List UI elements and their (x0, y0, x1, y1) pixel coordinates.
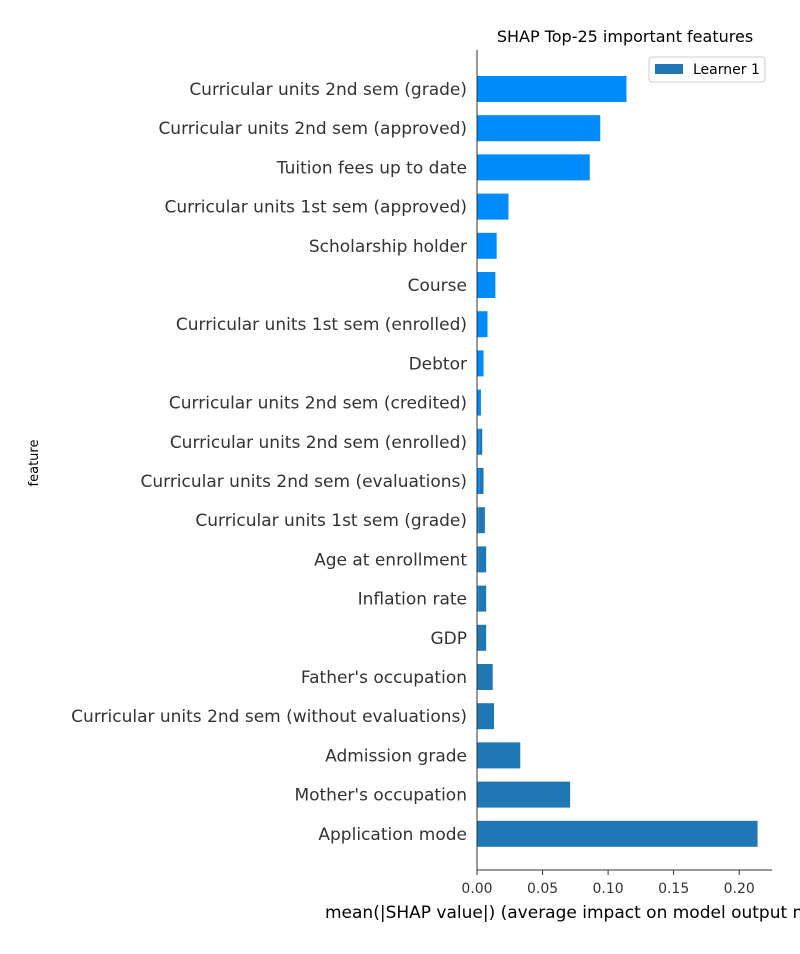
bar-1-series-0 (477, 115, 601, 142)
category-label-11: Curricular units 1st sem (grade) (195, 511, 467, 531)
x-tick-label-0: 0.00 (461, 881, 492, 897)
bars-layer (477, 76, 758, 847)
bar-5-series-0 (477, 272, 496, 298)
bar-7-series-0 (477, 350, 484, 377)
bar-9-series-0 (477, 428, 480, 455)
bar-12-series-1 (478, 546, 487, 573)
bar-19-series-1 (477, 820, 758, 847)
category-label-3: Curricular units 1st sem (approved) (164, 198, 467, 218)
category-label-13: Inflation rate (358, 590, 467, 610)
category-label-9: Curricular units 2nd sem (enrolled) (170, 433, 467, 453)
category-label-4: Scholarship holder (309, 237, 467, 257)
category-label-12: Age at enrollment (314, 550, 467, 570)
bar-11-series-1 (478, 507, 485, 534)
category-label-1: Curricular units 2nd sem (approved) (158, 119, 467, 139)
bar-12-series-0 (477, 546, 479, 573)
bar-9-series-1 (479, 428, 483, 455)
category-label-19: Application mode (318, 825, 467, 845)
legend-swatch-learner-1 (655, 64, 683, 74)
x-tick-label-4: 0.20 (724, 881, 755, 897)
bar-14-series-1 (477, 624, 487, 651)
category-label-0: Curricular units 2nd sem (grade) (189, 80, 467, 100)
category-label-2: Tuition fees up to date (276, 158, 467, 178)
category-label-14: GDP (430, 629, 467, 649)
bar-18-series-1 (477, 781, 571, 808)
x-tick-label-2: 0.10 (593, 881, 624, 897)
bar-16-series-1 (477, 703, 495, 730)
x-tick-label-1: 0.05 (527, 881, 558, 897)
category-label-7: Debtor (409, 354, 467, 374)
bar-13-series-1 (478, 585, 487, 612)
x-axis-ticks: 0.00 0.05 0.10 0.15 0.20 (461, 870, 755, 897)
bar-15-series-1 (477, 664, 493, 690)
y-axis-label: feature (27, 440, 42, 487)
bar-13-series-0 (477, 585, 479, 612)
category-label-8: Curricular units 2nd sem (credited) (169, 394, 467, 414)
bar-2-series-0 (477, 154, 590, 181)
category-label-16: Curricular units 2nd sem (without evalua… (71, 707, 467, 727)
x-tick-label-3: 0.15 (658, 881, 689, 897)
chart-title: SHAP Top-25 important features (497, 27, 753, 46)
bar-6-series-0 (477, 311, 488, 338)
x-axis-label: mean(|SHAP value|) (average impact on mo… (325, 903, 800, 923)
legend-frame (648, 56, 766, 83)
bar-11-series-0 (477, 507, 479, 534)
bar-17-series-1 (477, 742, 521, 769)
category-label-6: Curricular units 1st sem (enrolled) (176, 315, 467, 335)
category-label-18: Mother's occupation (294, 786, 467, 806)
category-label-17: Admission grade (325, 746, 467, 766)
bar-4-series-0 (477, 232, 497, 259)
bar-0-series-0 (477, 76, 627, 102)
bar-10-series-1 (479, 468, 484, 494)
legend-label-learner-1: Learner 1 (693, 62, 760, 78)
category-label-10: Curricular units 2nd sem (evaluations) (140, 472, 467, 492)
bar-8-series-0 (477, 389, 481, 416)
legend: Learner 1 (648, 56, 766, 83)
category-label-15: Father's occupation (301, 668, 467, 688)
category-labels: Curricular units 2nd sem (grade) Curricul… (71, 80, 467, 845)
category-label-5: Course (408, 276, 467, 296)
bar-3-series-0 (477, 193, 509, 220)
bar-10-series-0 (477, 468, 480, 494)
